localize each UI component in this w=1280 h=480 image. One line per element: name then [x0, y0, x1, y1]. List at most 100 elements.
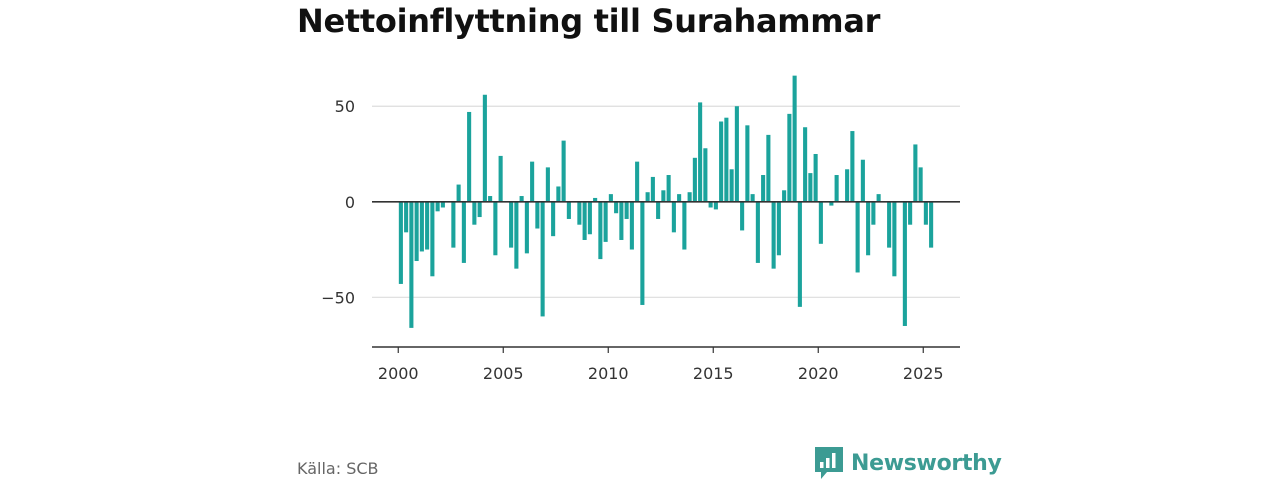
brand-logo[interactable]: Newsworthy — [815, 446, 1002, 480]
bar — [761, 175, 766, 202]
bar — [482, 94, 487, 202]
y-axis-ticks: −50 0 50 — [321, 97, 355, 307]
bar — [514, 201, 519, 269]
bar — [603, 201, 608, 242]
x-tick-label: 2010 — [588, 364, 629, 383]
bar — [834, 175, 839, 202]
bars — [398, 75, 934, 328]
x-tick-label: 2005 — [483, 364, 524, 383]
bar — [876, 194, 881, 202]
bar — [461, 201, 466, 263]
bar — [850, 131, 855, 202]
bar — [635, 161, 640, 202]
bar — [624, 201, 629, 219]
bar — [451, 201, 456, 248]
y-tick-label: 0 — [345, 193, 355, 212]
source-note: Källa: SCB — [297, 459, 379, 478]
bar-chart: −50 0 50 2000 2005 2010 2015 2020 2025 — [321, 75, 960, 383]
bar — [414, 201, 419, 262]
bar — [766, 134, 771, 202]
bar — [488, 196, 493, 202]
bar — [929, 201, 934, 248]
bar — [708, 201, 713, 208]
bar — [755, 201, 760, 263]
bar — [803, 127, 808, 202]
bar — [677, 194, 682, 202]
bar — [530, 161, 535, 202]
bar — [698, 102, 703, 202]
bar — [745, 125, 750, 202]
bar — [545, 167, 550, 202]
bar — [430, 201, 435, 277]
bar — [477, 201, 482, 218]
bar — [493, 201, 498, 256]
bar — [587, 201, 592, 235]
bar — [661, 190, 666, 202]
bar — [923, 201, 928, 225]
bar — [713, 201, 718, 210]
bar — [498, 155, 503, 202]
x-tick-label: 2025 — [903, 364, 944, 383]
y-tick-label: 50 — [335, 97, 355, 116]
bar — [598, 201, 603, 260]
bar — [650, 176, 655, 202]
bar — [640, 201, 645, 305]
bar — [619, 201, 624, 240]
bar — [671, 201, 676, 233]
bar — [724, 117, 729, 202]
bar — [813, 153, 818, 202]
bar — [645, 192, 650, 202]
bar — [829, 201, 834, 206]
bar — [577, 201, 582, 225]
x-axis-ticks: 2000 2005 2010 2015 2020 2025 — [378, 347, 944, 383]
bar — [797, 201, 802, 307]
bar — [871, 201, 876, 225]
bar — [519, 196, 524, 202]
bar — [902, 201, 907, 326]
bar — [750, 194, 755, 202]
bar — [913, 144, 918, 202]
bar — [866, 201, 871, 256]
bar — [845, 169, 850, 202]
bar — [535, 201, 540, 229]
bar — [687, 192, 692, 202]
bar — [682, 201, 687, 250]
bar — [582, 201, 587, 240]
bar — [656, 201, 661, 219]
newsworthy-chart-logo-icon — [815, 447, 843, 479]
bar — [435, 201, 440, 212]
bar — [692, 157, 697, 202]
bar — [855, 201, 860, 273]
bar — [703, 148, 708, 202]
bar — [719, 121, 724, 202]
bar — [398, 201, 403, 284]
bar — [729, 169, 734, 202]
bar — [666, 175, 671, 202]
bar — [404, 201, 409, 233]
bar — [792, 75, 797, 202]
bar — [887, 201, 892, 248]
bar — [467, 111, 472, 202]
chart-title: Nettoinflyttning till Surahammar — [297, 2, 881, 40]
bar — [782, 190, 787, 202]
bar — [409, 201, 414, 328]
gridlines — [372, 105, 960, 298]
bar — [614, 201, 619, 214]
bar — [551, 201, 556, 237]
bar — [540, 201, 545, 317]
bar — [808, 173, 813, 202]
bar — [593, 197, 598, 202]
bar — [818, 201, 823, 244]
bar — [787, 113, 792, 202]
bar — [556, 186, 561, 202]
x-tick-label: 2020 — [798, 364, 839, 383]
bar — [608, 194, 613, 202]
brand-name: Newsworthy — [851, 450, 1002, 476]
bar — [456, 184, 461, 202]
x-tick-label: 2000 — [378, 364, 419, 383]
bar — [740, 201, 745, 231]
x-tick-label: 2015 — [693, 364, 734, 383]
bar — [860, 159, 865, 202]
bar — [771, 201, 776, 269]
bar — [509, 201, 514, 248]
